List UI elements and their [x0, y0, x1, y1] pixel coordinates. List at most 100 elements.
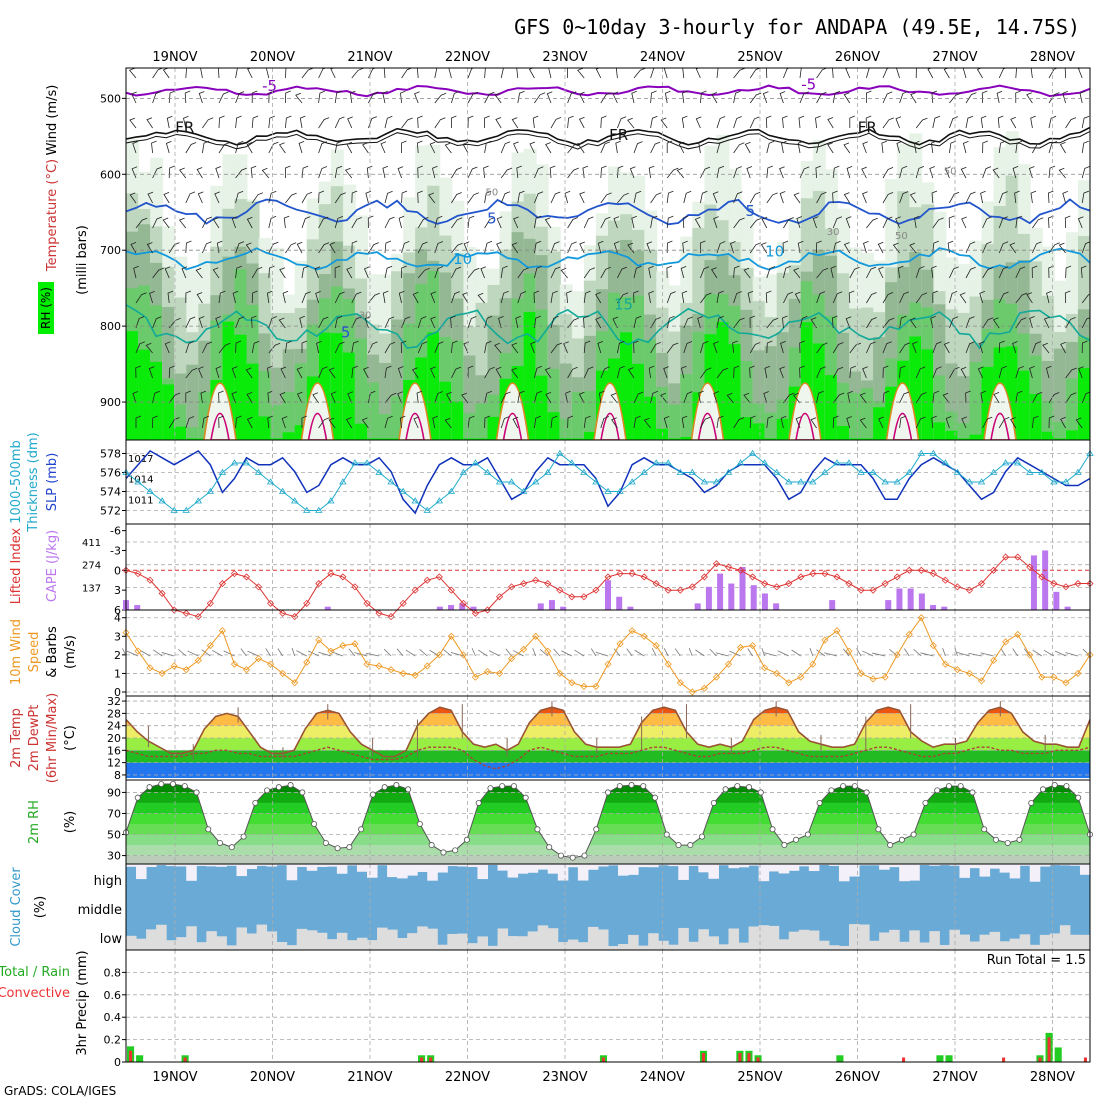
wind-barb — [430, 291, 437, 304]
wind-barb — [251, 290, 258, 304]
wind-barb — [982, 166, 992, 179]
wind-barb — [347, 391, 353, 404]
wind-barb — [301, 191, 313, 204]
wind-barb — [866, 317, 877, 329]
wind-barb — [185, 191, 196, 204]
rh-fill-cell — [1077, 368, 1090, 440]
high-cloud-cell — [597, 864, 609, 867]
wind-barb — [384, 341, 396, 354]
high-cloud-cell — [517, 864, 529, 874]
lifted-index-marker — [544, 579, 552, 588]
wind-barb — [1081, 190, 1090, 204]
high-cloud-cell — [497, 864, 509, 871]
wind-barb — [400, 90, 406, 104]
surface-wind-barb — [223, 650, 235, 657]
wind-barb — [695, 68, 701, 79]
dry-plume — [300, 382, 335, 440]
wind-speed-marker — [351, 640, 359, 648]
wind-barb — [251, 192, 264, 204]
wind-barb — [285, 115, 292, 129]
wind-barb — [316, 340, 322, 354]
wind-barb — [135, 292, 147, 304]
wind-barb — [633, 391, 644, 404]
high-cloud-cell — [698, 864, 709, 873]
rh-2m-marker — [146, 784, 153, 791]
wind-barb — [799, 166, 810, 179]
high-cloud-cell — [768, 864, 780, 872]
rh-2m-marker — [452, 847, 459, 854]
thickness-marker — [676, 468, 685, 475]
wind-barb — [534, 390, 542, 404]
high-cloud-cell — [316, 864, 328, 867]
surface-wind-barb — [419, 648, 428, 657]
wind-barb — [866, 90, 872, 103]
surface-wind-barb — [126, 650, 139, 657]
lifted-index-marker — [327, 570, 335, 578]
wind-barb — [845, 68, 851, 79]
wind-barb — [1081, 391, 1090, 404]
wind-barb — [400, 340, 407, 354]
wind-barb — [494, 342, 502, 354]
cape-bar — [907, 588, 914, 610]
rh-2m-marker — [299, 789, 306, 796]
wind-barb — [859, 392, 867, 404]
rh-fill-cell — [668, 438, 682, 440]
wind-barb — [812, 216, 819, 229]
high-cloud-cell — [1059, 864, 1071, 866]
pressure-tick-label: 800 — [100, 320, 121, 333]
surface-wind-barb — [674, 648, 681, 657]
date-label-top: 26NOV — [835, 50, 880, 65]
thickness-marker — [230, 459, 239, 466]
thickness-marker — [303, 506, 311, 513]
date-label-bottom: 19NOV — [152, 1070, 197, 1085]
wind-barb — [611, 417, 618, 429]
high-cloud-cell — [869, 864, 880, 866]
thickness-marker — [688, 468, 697, 475]
wind-barb — [1032, 241, 1042, 254]
wind-speed-marker — [1074, 669, 1082, 677]
lifted-index-marker — [495, 593, 504, 601]
wind-barb — [733, 317, 745, 329]
surface-wind-barb — [477, 649, 488, 657]
wind-barb — [832, 216, 843, 229]
wind-barb — [843, 92, 851, 104]
high-cloud-cell — [326, 864, 338, 867]
wind-barb — [200, 390, 207, 404]
rh-fill-cell — [354, 423, 368, 440]
rh-fill-cell — [644, 396, 658, 440]
wind-barb — [496, 216, 503, 229]
wind-barb — [197, 366, 204, 379]
wind-barb — [762, 91, 769, 104]
low-cloud-cell — [276, 942, 288, 950]
rh-2m-marker — [746, 784, 753, 791]
wind-speed-marker — [929, 642, 937, 650]
lifted-index-marker — [435, 573, 443, 581]
high-cloud-cell — [537, 864, 549, 870]
wind-barb — [417, 190, 423, 204]
temp-band — [126, 713, 1090, 726]
low-cloud-cell — [658, 940, 669, 950]
wind-barb — [1065, 265, 1072, 279]
wind-speed-marker — [375, 662, 383, 670]
wind-barb — [749, 191, 761, 204]
wind-barb — [1015, 266, 1026, 279]
wind-barb — [631, 90, 637, 104]
surface-wind-barb — [1000, 648, 1006, 657]
wind-barb — [998, 140, 1006, 154]
surface-wind-barb — [816, 649, 826, 657]
wind-barb — [980, 390, 987, 404]
wind-barb — [733, 265, 740, 279]
wind-barb — [763, 391, 769, 404]
high-cloud-cell — [798, 864, 810, 867]
surface-wind-barb — [791, 649, 802, 657]
wind-barb — [351, 340, 359, 354]
rh-legend-swatch — [38, 282, 54, 334]
wind-barb — [949, 191, 960, 204]
surface-wind-barb — [942, 648, 946, 657]
lifted-index-marker — [953, 583, 962, 591]
lifted-index-marker — [303, 599, 311, 607]
wind-barb — [915, 292, 928, 304]
thickness-marker — [351, 459, 359, 466]
cape-bar — [537, 603, 544, 610]
rh-2m-marker — [346, 844, 353, 851]
